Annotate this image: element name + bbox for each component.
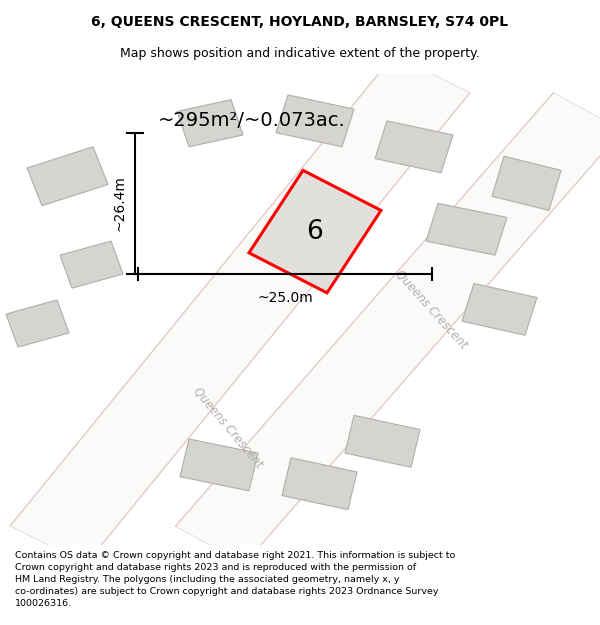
Text: Queens Crescent: Queens Crescent bbox=[191, 384, 265, 470]
Text: ~295m²/~0.073ac.: ~295m²/~0.073ac. bbox=[158, 111, 346, 131]
Text: 6, QUEENS CRESCENT, HOYLAND, BARNSLEY, S74 0PL: 6, QUEENS CRESCENT, HOYLAND, BARNSLEY, S… bbox=[91, 15, 509, 29]
Polygon shape bbox=[276, 95, 354, 147]
Polygon shape bbox=[249, 171, 381, 293]
Polygon shape bbox=[462, 284, 537, 335]
Polygon shape bbox=[10, 55, 470, 564]
Polygon shape bbox=[375, 121, 453, 172]
Polygon shape bbox=[492, 156, 561, 211]
Text: ~25.0m: ~25.0m bbox=[257, 291, 313, 304]
Polygon shape bbox=[345, 416, 420, 468]
Text: Contains OS data © Crown copyright and database right 2021. This information is : Contains OS data © Crown copyright and d… bbox=[15, 551, 455, 608]
Text: Queens Crescent: Queens Crescent bbox=[394, 268, 470, 351]
Text: 6: 6 bbox=[307, 219, 323, 244]
Polygon shape bbox=[60, 241, 123, 288]
Text: Map shows position and indicative extent of the property.: Map shows position and indicative extent… bbox=[120, 47, 480, 59]
Polygon shape bbox=[426, 203, 507, 255]
Polygon shape bbox=[27, 147, 108, 206]
Polygon shape bbox=[177, 99, 243, 147]
Polygon shape bbox=[180, 439, 258, 491]
Polygon shape bbox=[6, 300, 69, 347]
Polygon shape bbox=[282, 458, 357, 509]
Polygon shape bbox=[175, 92, 600, 564]
Text: ~26.4m: ~26.4m bbox=[112, 176, 126, 231]
